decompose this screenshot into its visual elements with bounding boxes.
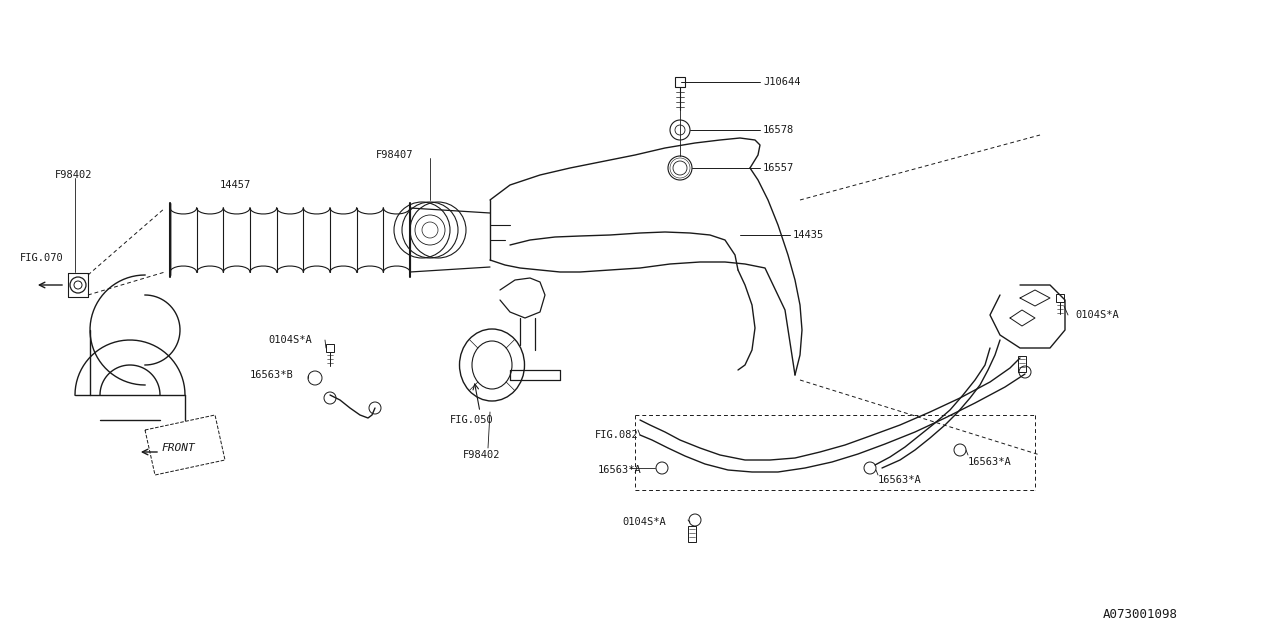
Text: A073001098: A073001098 [1102,609,1178,621]
Bar [675,77,685,87]
Text: F98402: F98402 [55,170,92,180]
Text: J10644: J10644 [763,77,800,87]
Text: 16563*A: 16563*A [598,465,641,475]
Text: 16578: 16578 [763,125,795,135]
Bar [326,344,334,352]
Text: 0104S*A: 0104S*A [1075,310,1119,320]
Text: 16557: 16557 [763,163,795,173]
Bar [689,526,696,542]
Bar [1056,294,1064,302]
Text: 14457: 14457 [219,180,251,190]
Text: 16563*B: 16563*B [250,370,293,380]
Text: F98407: F98407 [376,150,413,160]
Text: FIG.082: FIG.082 [595,430,639,440]
Text: 16563*A: 16563*A [968,457,1011,467]
Text: F98402: F98402 [463,450,500,460]
Bar [1018,356,1027,372]
Text: 0104S*A: 0104S*A [622,517,666,527]
Text: FIG.050: FIG.050 [451,415,494,425]
Text: 16563*A: 16563*A [878,475,922,485]
Text: 14435: 14435 [794,230,824,240]
Text: 0104S*A: 0104S*A [268,335,312,345]
Text: FRONT: FRONT [163,443,196,453]
Text: FIG.070: FIG.070 [20,253,64,263]
